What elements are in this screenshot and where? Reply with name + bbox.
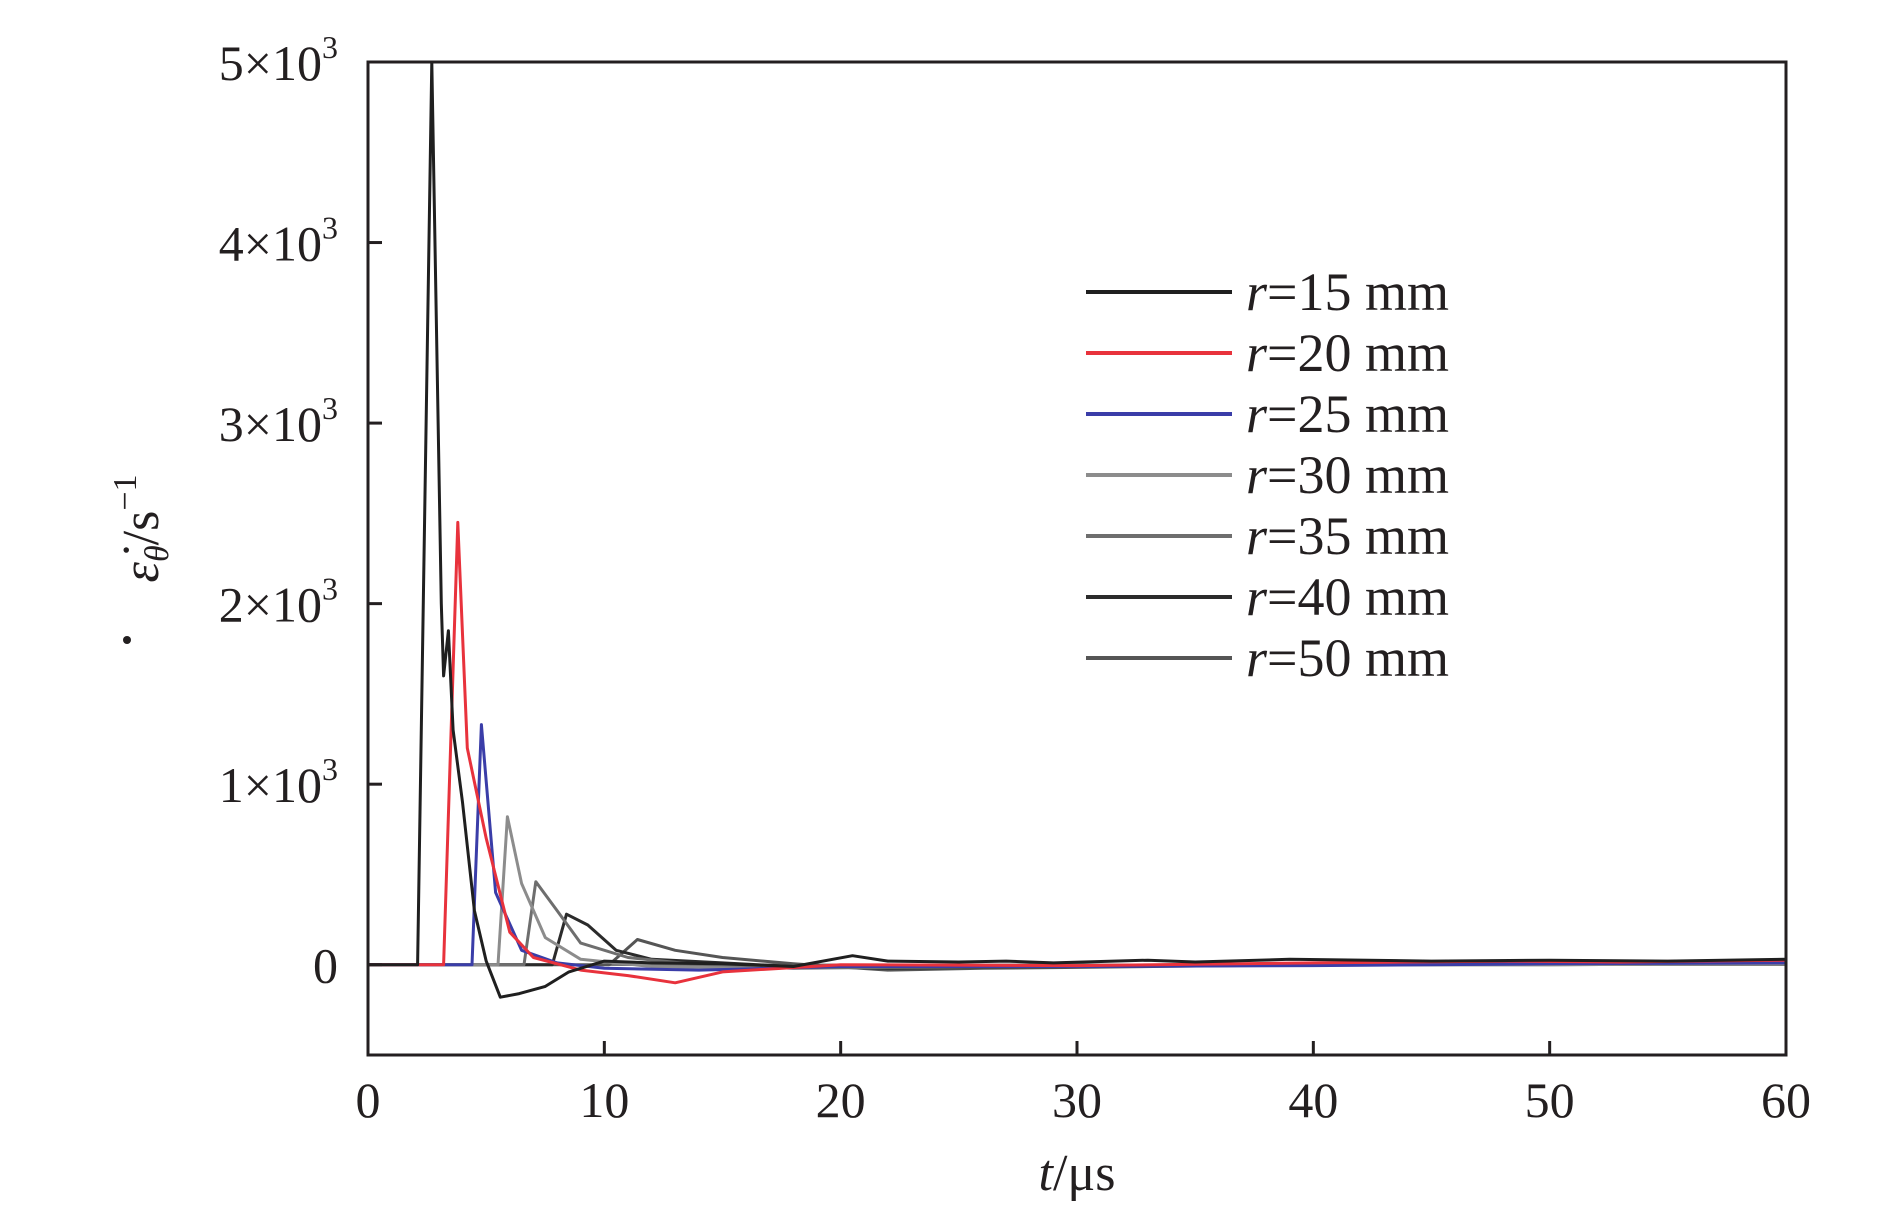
- legend-label-2: r=20 mm: [1246, 323, 1449, 383]
- series-layer: [368, 60, 1787, 999]
- y-tick-label: 2×103: [219, 571, 338, 633]
- legend-label-5: r=35 mm: [1246, 506, 1449, 566]
- y-axis-subscript: θ: [139, 545, 176, 562]
- series-line-4: [368, 815, 1787, 970]
- y-tick-label: 1×103: [219, 751, 338, 813]
- x-tick-label: 30: [1052, 1072, 1102, 1128]
- x-tick-label: 10: [579, 1072, 629, 1128]
- y-axis-unit-exponent: −1: [107, 474, 144, 510]
- y-tick-label: 3×103: [219, 390, 338, 452]
- x-axis-title: t/μs: [1038, 1145, 1115, 1202]
- legend-label-7: r=50 mm: [1246, 628, 1449, 688]
- legend-label-6: r=40 mm: [1246, 567, 1449, 627]
- series-line-2: [368, 520, 1787, 985]
- legend-label-4: r=30 mm: [1246, 445, 1449, 505]
- x-tick-label: 40: [1288, 1072, 1338, 1128]
- legend: r=15 mmr=20 mmr=25 mmr=30 mmr=35 mmr=40 …: [1086, 262, 1449, 688]
- series-line-5: [368, 880, 1787, 970]
- x-axis-variable: t: [1038, 1145, 1054, 1202]
- y-tick-label: 4×103: [219, 210, 338, 272]
- y-tick-label: 0: [313, 938, 338, 994]
- legend-label-1: r=15 mm: [1246, 262, 1449, 322]
- legend-label-3: r=25 mm: [1246, 384, 1449, 444]
- x-tick-label: 0: [356, 1072, 381, 1128]
- x-tick-label: 60: [1761, 1072, 1811, 1128]
- y-axis-title: ε̇θ/s−1: [107, 474, 176, 582]
- axis-ticks: 0 10 20 30 40 50 60 0 1×103 2×103 3×103 4×103 5×103: [123, 29, 1811, 1128]
- series-line-3: [368, 723, 1787, 972]
- x-tick-label: 50: [1525, 1072, 1575, 1128]
- series-line-1: [368, 60, 1787, 999]
- y-axis-variable-dot: [123, 636, 131, 644]
- x-tick-label: 20: [816, 1072, 866, 1128]
- x-axis-unit: /μs: [1053, 1145, 1116, 1202]
- y-tick-label: 5×103: [219, 29, 338, 91]
- y-axis-unit: /s: [113, 511, 170, 546]
- plot-area-frame: [366, 60, 1788, 1057]
